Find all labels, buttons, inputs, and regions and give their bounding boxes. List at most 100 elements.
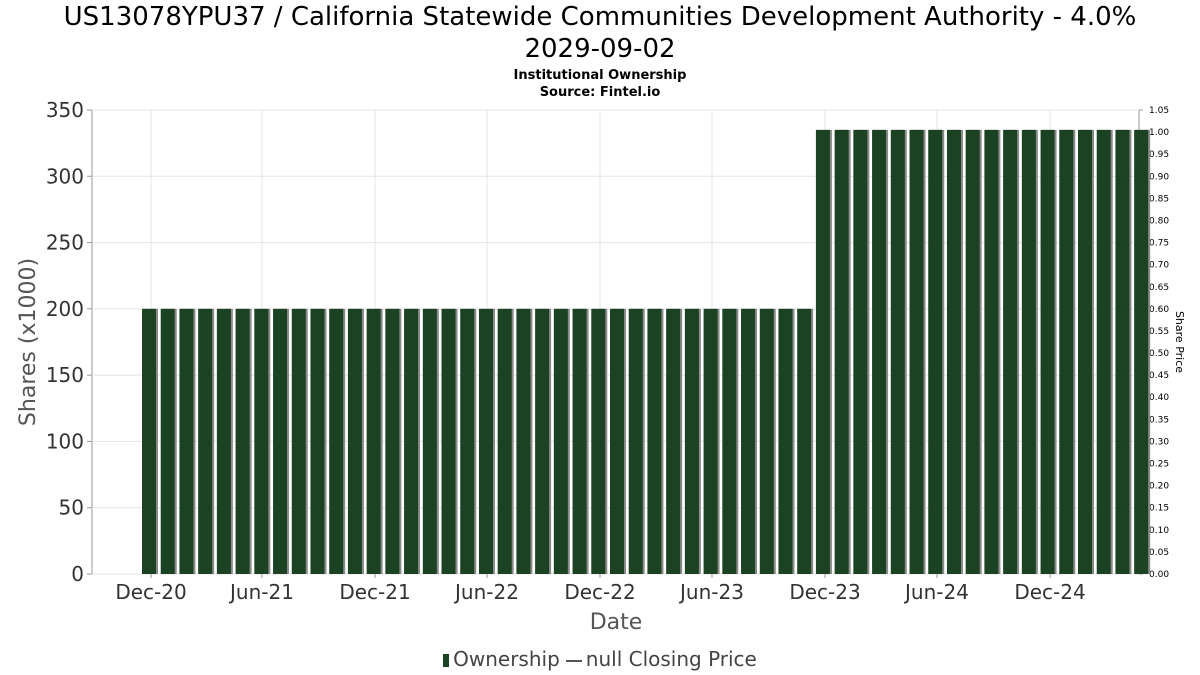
y2-tick-label-0.70: 0.70 bbox=[1149, 261, 1169, 271]
y-tick-label-100: 100 bbox=[46, 429, 84, 453]
x-tick-label-Jun-21: Jun-21 bbox=[228, 580, 294, 604]
ownership-legend-label: Ownership bbox=[453, 647, 560, 671]
ownership-bar bbox=[142, 308, 156, 574]
y2-tick-label-1.00: 1.00 bbox=[1149, 128, 1169, 138]
y-tick-label-200: 200 bbox=[46, 297, 84, 321]
y-tick-label-250: 250 bbox=[46, 231, 84, 255]
ownership-bar bbox=[572, 308, 587, 574]
y2-tick-label-1.05: 1.05 bbox=[1149, 106, 1169, 116]
y2-tick-label-0.05: 0.05 bbox=[1149, 548, 1169, 558]
x-tick-label-Dec-21: Dec-21 bbox=[339, 580, 410, 604]
ownership-bar bbox=[946, 129, 961, 574]
y2-tick-label-0.00: 0.00 bbox=[1149, 570, 1169, 580]
ownership-bar bbox=[853, 129, 868, 574]
ownership-bar bbox=[1003, 129, 1018, 574]
ownership-bar bbox=[965, 129, 980, 574]
y2-tick-label-0.40: 0.40 bbox=[1149, 393, 1169, 403]
y2-tick-label-0.90: 0.90 bbox=[1149, 172, 1169, 182]
ownership-bar bbox=[347, 308, 362, 574]
ownership-bar bbox=[666, 308, 681, 574]
chart-source: Source: Fintel.io bbox=[539, 85, 661, 100]
y2-tick-label-0.35: 0.35 bbox=[1149, 415, 1169, 425]
y2-tick-label-0.45: 0.45 bbox=[1149, 371, 1169, 381]
chart-legend: Ownership null Closing Price bbox=[0, 647, 1200, 671]
y2-tick-label-0.55: 0.55 bbox=[1149, 327, 1169, 337]
ownership-bar bbox=[797, 308, 812, 574]
chart-title-line-2: 2029-09-02 bbox=[524, 34, 676, 64]
y2-tick-label-0.25: 0.25 bbox=[1149, 460, 1169, 470]
ownership-bar bbox=[591, 308, 606, 574]
ownership-bar bbox=[647, 308, 662, 574]
price-legend-label: null Closing Price bbox=[585, 647, 757, 671]
ownership-bar bbox=[160, 308, 175, 574]
ownership-bar bbox=[535, 308, 550, 574]
chart-title-line-1: US13078YPU37 / California Statewide Comm… bbox=[63, 2, 1137, 32]
y2-tick-label-0.75: 0.75 bbox=[1149, 239, 1169, 249]
ownership-bar bbox=[984, 129, 999, 574]
y2-tick-label-0.50: 0.50 bbox=[1149, 349, 1169, 359]
y2-tick-label-0.10: 0.10 bbox=[1149, 526, 1169, 536]
ownership-bar bbox=[291, 308, 306, 574]
ownership-bar bbox=[815, 129, 830, 574]
y2-tick-label-0.30: 0.30 bbox=[1149, 437, 1169, 447]
ownership-bar bbox=[254, 308, 269, 574]
ownership-bar bbox=[497, 308, 512, 574]
y2-tick-label-0.65: 0.65 bbox=[1149, 283, 1169, 293]
y2-axis-title: Share Price bbox=[1173, 311, 1186, 373]
y2-tick-label-0.85: 0.85 bbox=[1149, 194, 1169, 204]
ownership-bar bbox=[1115, 129, 1130, 574]
x-axis-title: Date bbox=[590, 610, 643, 635]
ownership-bar bbox=[872, 129, 887, 574]
ownership-bar bbox=[703, 308, 718, 574]
chart-subtitle: Institutional Ownership bbox=[513, 68, 687, 83]
ownership-bar bbox=[909, 129, 924, 574]
ownership-bar bbox=[235, 308, 250, 574]
ownership-bar bbox=[759, 308, 774, 574]
y2-tick-label-0.15: 0.15 bbox=[1149, 504, 1169, 514]
ownership-bar bbox=[1096, 129, 1111, 574]
ownership-bar bbox=[329, 308, 344, 574]
y2-tick-label-0.60: 0.60 bbox=[1149, 305, 1169, 315]
x-tick-label-Dec-23: Dec-23 bbox=[789, 580, 860, 604]
y2-tick-label-0.80: 0.80 bbox=[1149, 216, 1169, 226]
ownership-bar bbox=[198, 308, 213, 574]
y2-tick-label-0.20: 0.20 bbox=[1149, 482, 1169, 492]
ownership-bar bbox=[216, 308, 231, 574]
y2-tick-label-0.95: 0.95 bbox=[1149, 150, 1169, 160]
y-tick-label-300: 300 bbox=[46, 164, 84, 188]
y-tick-label-150: 150 bbox=[46, 363, 84, 387]
ownership-bar bbox=[460, 308, 475, 574]
x-tick-label-Dec-20: Dec-20 bbox=[115, 580, 186, 604]
ownership-bar bbox=[441, 308, 456, 574]
ownership-bar bbox=[628, 308, 643, 574]
price-legend-line bbox=[565, 659, 582, 662]
ownership-bar bbox=[404, 308, 419, 574]
y-axis-title: Shares (x1000) bbox=[16, 258, 41, 426]
ownership-legend-swatch bbox=[443, 654, 450, 667]
ownership-bar bbox=[1021, 129, 1036, 574]
ownership-bar bbox=[1078, 129, 1092, 574]
ownership-bar bbox=[478, 308, 493, 574]
y-tick-label-350: 350 bbox=[46, 98, 84, 122]
ownership-bar bbox=[610, 308, 624, 574]
ownership-bar bbox=[928, 129, 943, 574]
ownership-bar bbox=[553, 308, 568, 574]
ownership-bar bbox=[179, 308, 194, 574]
y-tick-label-0: 0 bbox=[71, 562, 84, 586]
ownership-bar bbox=[778, 308, 793, 574]
ownership-bar bbox=[310, 308, 325, 574]
ownership-bar bbox=[516, 308, 531, 574]
x-tick-label-Dec-24: Dec-24 bbox=[1014, 580, 1085, 604]
ownership-bar bbox=[422, 308, 437, 574]
x-tick-label-Dec-22: Dec-22 bbox=[564, 580, 635, 604]
ownership-bar bbox=[1059, 129, 1074, 574]
ownership-bar bbox=[1134, 129, 1149, 574]
ownership-bar bbox=[385, 308, 400, 574]
y-tick-label-50: 50 bbox=[59, 496, 84, 520]
ownership-bar bbox=[722, 308, 737, 574]
x-tick-label-Jun-22: Jun-22 bbox=[453, 580, 519, 604]
ownership-bar bbox=[741, 308, 756, 574]
ownership-bar bbox=[684, 308, 699, 574]
x-tick-label-Jun-24: Jun-24 bbox=[903, 580, 969, 604]
